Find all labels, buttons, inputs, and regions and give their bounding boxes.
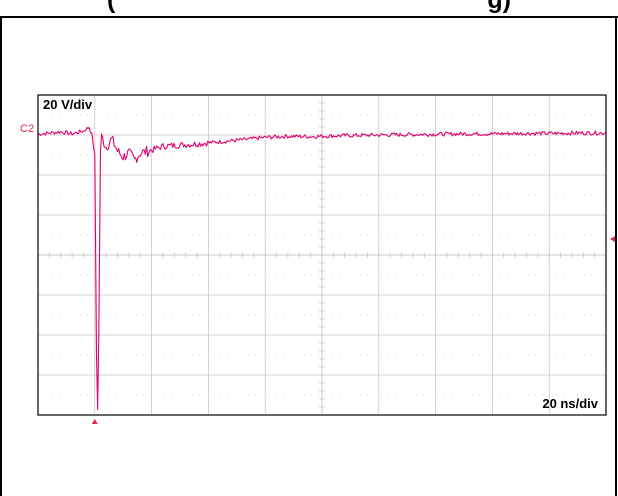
- vertical-scale-label: 20 V/div: [43, 97, 93, 112]
- trigger-position-marker: [91, 419, 98, 424]
- grid: [37, 94, 607, 416]
- horizontal-scale-label: 20 ns/div: [542, 396, 598, 411]
- trace-group: [37, 126, 607, 410]
- figure-title-right: g): [487, 0, 511, 14]
- outer-frame-left: [0, 16, 2, 496]
- scope-display-frame: [37, 94, 607, 416]
- figure-title: ( g): [0, 0, 618, 14]
- trace-c2: [37, 126, 607, 410]
- figure-header: ( g): [0, 0, 618, 18]
- channel-label: C2: [20, 123, 34, 135]
- trigger-level-marker: [610, 236, 615, 242]
- outer-frame-right: [615, 16, 617, 496]
- figure-title-left: (: [107, 0, 116, 14]
